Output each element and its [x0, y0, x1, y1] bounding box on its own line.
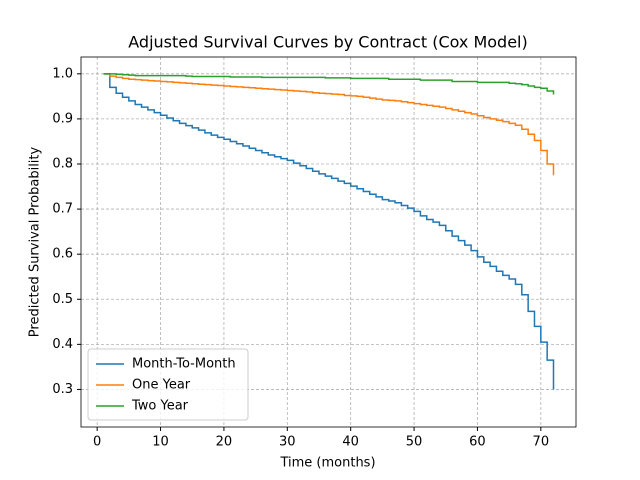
x-tick-label: 0: [93, 435, 101, 450]
y-tick-label: 0.6: [52, 247, 73, 262]
y-tick-label: 0.4: [52, 337, 73, 352]
x-tick-label: 10: [152, 435, 169, 450]
x-tick-label: 20: [216, 435, 233, 450]
y-tick-label: 0.5: [52, 292, 73, 307]
y-tick-label: 0.3: [52, 382, 73, 397]
x-tick-label: 50: [406, 435, 423, 450]
legend-label: One Year: [132, 378, 191, 393]
y-axis-label: Predicted Survival Probability: [28, 146, 43, 337]
x-tick-label: 30: [279, 435, 296, 450]
y-tick-label: 1.0: [52, 66, 73, 81]
x-tick-label: 60: [469, 435, 486, 450]
x-tick-label: 70: [533, 435, 550, 450]
legend-box: [87, 348, 249, 421]
legend-label: Month-To-Month: [132, 357, 236, 372]
survival-line: [103, 73, 555, 176]
y-tick-label: 0.8: [52, 156, 73, 171]
survival-line: [103, 73, 555, 390]
x-tick-label: 40: [342, 435, 359, 450]
plot-frame: [80, 56, 577, 428]
legend-label: Two Year: [131, 399, 189, 414]
y-tick-label: 0.7: [52, 202, 73, 217]
chart-title: Adjusted Survival Curves by Contract (Co…: [128, 33, 528, 52]
x-axis-label: Time (months): [279, 456, 375, 471]
survival-line: [103, 73, 555, 95]
y-tick-label: 0.9: [52, 111, 73, 126]
